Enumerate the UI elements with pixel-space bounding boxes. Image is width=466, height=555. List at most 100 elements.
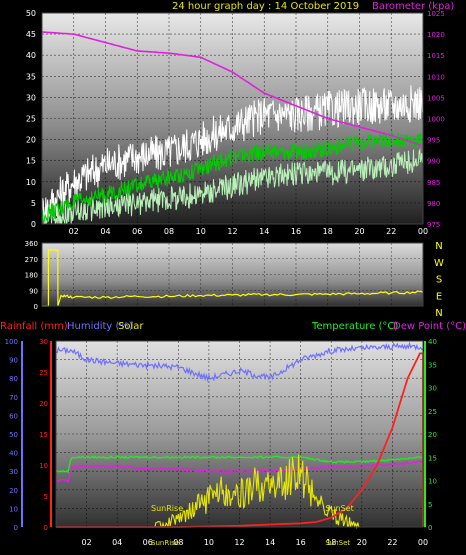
barometer-tick-label: 1015: [427, 52, 445, 60]
humidity-series-line: [55, 341, 424, 383]
wind-x-tick-label: 00: [418, 227, 428, 236]
barometer-tick-label: 995: [427, 137, 440, 145]
weather-x-tick-label: 22: [387, 538, 397, 547]
rainfall-tick-label: 0: [44, 524, 48, 532]
barometer-tick-label: 985: [427, 179, 440, 187]
weather-plot-border: [55, 340, 424, 528]
rainfall-tick-label: 30: [39, 338, 48, 346]
humidity-tick-label: 0: [14, 524, 18, 532]
compass-direction-label: W: [434, 258, 444, 269]
weather-x-tick-label: 16: [296, 538, 306, 547]
windspeed-tick-label: 35: [26, 72, 36, 81]
solar-axis-title: Solar: [118, 321, 144, 332]
wind-x-tick-label: 02: [69, 227, 79, 236]
sun-event-axis-label: SunRise: [151, 539, 179, 547]
wind-x-tick-label: 10: [196, 227, 206, 236]
weather-x-tick-label: 20: [357, 538, 367, 547]
humidity-tick-label: 60: [9, 412, 18, 420]
barometer-tick-label: 1000: [427, 116, 445, 124]
weather-x-tick-label: 02: [81, 538, 91, 547]
wind-direction-series-line: [42, 249, 424, 307]
rainfall-tick-label: 15: [39, 431, 48, 439]
windspeed-axis-title: Windspeed (kts): [6, 1, 88, 12]
direction-tick-label: 0: [34, 303, 38, 311]
weather-x-tick-label: 12: [234, 538, 244, 547]
humidity-tick-label: 30: [9, 468, 18, 476]
humidity-tick-label: 100: [5, 338, 18, 346]
humidity-axis-title: Humidity (%): [67, 321, 133, 332]
temperature-tick-label: 25: [428, 408, 437, 416]
temperature-tick-label: 35: [428, 361, 437, 369]
humidity-tick-label: 70: [9, 394, 18, 402]
windspeed-tick-label: 15: [26, 157, 36, 166]
temperature-tick-label: 0: [428, 524, 432, 532]
barometer-tick-label: 990: [427, 158, 440, 166]
direction-tick-label: 360: [25, 240, 38, 248]
humidity-tick-label: 20: [9, 487, 18, 495]
wind-x-tick-label: 22: [386, 227, 396, 236]
humidity-tick-label: 10: [9, 505, 18, 513]
rainfall-axis-title: Rainfall (mm): [0, 321, 68, 332]
compass-direction-label: N: [435, 308, 442, 319]
wind-average-series-line: [41, 131, 423, 224]
barometer-tick-label: 975: [427, 221, 440, 229]
windspeed-tick-label: 20: [26, 136, 36, 145]
weather-x-tick-label: 18: [326, 538, 336, 547]
rainfall-tick-label: 20: [39, 400, 48, 408]
weather-x-tick-label: 04: [112, 538, 122, 547]
wind-x-tick-label: 08: [164, 227, 174, 236]
wind-x-tick-label: 06: [132, 227, 142, 236]
compass-direction-label: E: [436, 291, 442, 302]
rainfall-tick-label: 25: [39, 369, 48, 377]
rainfall-tick-label: 5: [44, 493, 48, 501]
windspeed-tick-label: 45: [26, 30, 36, 39]
windspeed-tick-label: 25: [26, 115, 36, 124]
wind-x-tick-label: 20: [354, 227, 364, 236]
humidity-tick-label: 50: [9, 431, 18, 439]
direction-plot-border: [41, 242, 424, 307]
temperature-tick-label: 10: [428, 478, 437, 486]
humidity-tick-label: 80: [9, 375, 18, 383]
wind-x-tick-label: 12: [227, 227, 237, 236]
wind-x-tick-label: 04: [100, 227, 110, 236]
weather-x-tick-label: 08: [173, 538, 183, 547]
temperature-axis-title: Temperature (°C): [312, 321, 399, 332]
windspeed-tick-label: 30: [26, 93, 36, 102]
dew-point-axis-title: Dew Point (°C): [393, 321, 466, 332]
compass-direction-label: N: [435, 241, 442, 252]
temperature-series-line: [55, 455, 424, 474]
barometer-tick-label: 980: [427, 200, 440, 208]
sun-event-annotation: SunSet: [325, 504, 353, 513]
rainfall-tick-label: 10: [39, 462, 48, 470]
wind-plot-border: [41, 12, 424, 225]
wind-lull-series-line: [41, 147, 424, 225]
windspeed-tick-label: 0: [31, 220, 36, 229]
barometer-series-line: [41, 31, 424, 147]
windspeed-tick-label: 10: [26, 178, 36, 187]
windspeed-tick-label: 50: [26, 9, 36, 18]
temperature-tick-label: 40: [428, 338, 437, 346]
dew-point-series-line: [55, 460, 424, 484]
sun-event-axis-label: SunSet: [325, 539, 350, 547]
wind-gust-series-line: [41, 85, 424, 225]
weather-x-tick-label: 10: [204, 538, 214, 547]
compass-direction-label: S: [436, 275, 442, 286]
barometer-tick-label: 1005: [427, 94, 445, 102]
barometer-axis-title: Barometer (kpa): [372, 1, 455, 12]
humidity-tick-label: 40: [9, 450, 18, 458]
barometer-tick-label: 1020: [427, 31, 445, 39]
sun-event-annotation: SunRise: [151, 504, 183, 513]
temperature-tick-label: 5: [428, 501, 432, 509]
weather-x-tick-label: 06: [143, 538, 153, 547]
wind-x-tick-label: 16: [291, 227, 301, 236]
humidity-tick-label: 90: [9, 357, 18, 365]
windspeed-tick-label: 5: [31, 199, 36, 208]
direction-tick-label: 180: [25, 272, 38, 280]
temperature-tick-label: 20: [428, 431, 437, 439]
graph-day-title: 24 hour graph day : 14 October 2019: [172, 1, 360, 12]
wind-x-tick-label: 18: [323, 227, 333, 236]
wind-x-tick-label: 14: [259, 227, 269, 236]
barometer-tick-label: 1025: [427, 10, 445, 18]
